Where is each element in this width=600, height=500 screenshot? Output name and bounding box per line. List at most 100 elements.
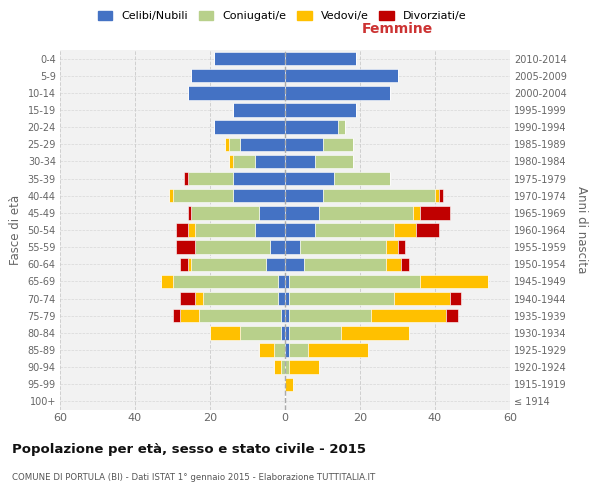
Bar — [187, 258, 191, 271]
Bar — [285, 309, 289, 322]
Bar — [259, 344, 274, 356]
Bar — [214, 52, 285, 66]
Bar — [394, 224, 416, 236]
Bar — [277, 292, 285, 306]
Bar — [187, 224, 195, 236]
Bar — [450, 292, 461, 306]
Bar — [259, 206, 285, 220]
Bar — [285, 138, 323, 151]
Bar — [173, 274, 277, 288]
Bar — [274, 344, 285, 356]
Bar — [225, 138, 229, 151]
Bar — [289, 326, 341, 340]
Bar — [285, 104, 356, 117]
Bar — [277, 274, 285, 288]
Text: Popolazione per età, sesso e stato civile - 2015: Popolazione per età, sesso e stato civil… — [12, 442, 366, 456]
Bar — [285, 154, 315, 168]
Bar — [281, 309, 285, 322]
Bar — [341, 326, 409, 340]
Bar — [199, 309, 281, 322]
Bar — [285, 274, 289, 288]
Bar — [203, 292, 277, 306]
Bar — [187, 86, 285, 100]
Text: Femmine: Femmine — [362, 22, 433, 36]
Bar — [285, 69, 398, 82]
Bar — [229, 154, 233, 168]
Bar — [289, 309, 371, 322]
Bar — [281, 326, 285, 340]
Bar — [285, 378, 293, 391]
Bar — [240, 138, 285, 151]
Bar — [240, 326, 281, 340]
Bar — [315, 154, 353, 168]
Bar — [266, 258, 285, 271]
Bar — [420, 206, 450, 220]
Bar — [195, 224, 255, 236]
Y-axis label: Anni di nascita: Anni di nascita — [575, 186, 589, 274]
Bar — [285, 344, 289, 356]
Bar — [173, 309, 180, 322]
Bar — [255, 224, 285, 236]
Bar — [285, 360, 289, 374]
Bar — [191, 206, 259, 220]
Bar — [323, 138, 353, 151]
Bar — [289, 274, 420, 288]
Bar — [285, 120, 337, 134]
Bar — [233, 104, 285, 117]
Bar — [274, 360, 281, 374]
Bar — [176, 240, 195, 254]
Bar — [173, 189, 233, 202]
Bar — [184, 172, 187, 186]
Bar — [233, 189, 285, 202]
Bar — [446, 309, 458, 322]
Bar — [304, 258, 386, 271]
Bar — [413, 206, 420, 220]
Bar — [416, 224, 439, 236]
Bar — [420, 274, 487, 288]
Legend: Celibi/Nubili, Coniugati/e, Vedovi/e, Divorziati/e: Celibi/Nubili, Coniugati/e, Vedovi/e, Di… — [98, 10, 466, 21]
Bar — [285, 52, 356, 66]
Bar — [285, 292, 289, 306]
Bar — [394, 292, 450, 306]
Bar — [308, 344, 367, 356]
Bar — [371, 309, 446, 322]
Bar — [401, 258, 409, 271]
Bar — [180, 309, 199, 322]
Bar — [439, 189, 443, 202]
Bar — [285, 224, 315, 236]
Bar — [319, 206, 413, 220]
Bar — [187, 206, 191, 220]
Bar — [210, 326, 240, 340]
Bar — [195, 240, 270, 254]
Bar — [180, 292, 195, 306]
Bar — [161, 274, 173, 288]
Text: COMUNE DI PORTULA (BI) - Dati ISTAT 1° gennaio 2015 - Elaborazione TUTTITALIA.IT: COMUNE DI PORTULA (BI) - Dati ISTAT 1° g… — [12, 472, 375, 482]
Bar — [176, 224, 187, 236]
Bar — [191, 69, 285, 82]
Bar — [300, 240, 386, 254]
Bar — [323, 189, 435, 202]
Bar — [285, 240, 300, 254]
Bar — [289, 360, 319, 374]
Bar — [169, 189, 173, 202]
Bar — [289, 344, 308, 356]
Bar — [195, 292, 203, 306]
Bar — [180, 258, 187, 271]
Bar — [285, 86, 390, 100]
Y-axis label: Fasce di età: Fasce di età — [9, 195, 22, 265]
Bar — [289, 292, 394, 306]
Bar — [285, 189, 323, 202]
Bar — [233, 172, 285, 186]
Bar — [337, 120, 345, 134]
Bar — [187, 172, 233, 186]
Bar — [285, 326, 289, 340]
Bar — [315, 224, 394, 236]
Bar — [285, 172, 334, 186]
Bar — [214, 120, 285, 134]
Bar — [233, 154, 255, 168]
Bar — [285, 206, 319, 220]
Bar — [255, 154, 285, 168]
Bar — [398, 240, 405, 254]
Bar — [386, 258, 401, 271]
Bar — [191, 258, 266, 271]
